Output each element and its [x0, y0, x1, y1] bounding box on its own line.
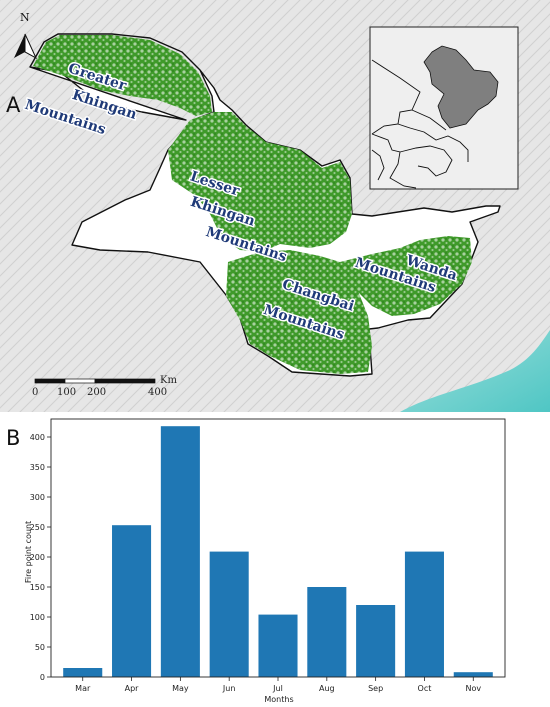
scale-tick-400: 400 [148, 387, 167, 398]
y-tick-label: 0 [40, 673, 45, 682]
bar-jun [209, 551, 249, 677]
north-arrow-icon [14, 34, 25, 58]
scale-tick-0: 0 [32, 387, 38, 398]
x-tick-label: Jul [272, 684, 283, 693]
panel-label-b: B [6, 426, 20, 450]
y-tick-label: 50 [35, 643, 45, 652]
x-axis-title: Months [264, 695, 293, 704]
inset-map [369, 26, 519, 190]
y-tick-label: 350 [30, 463, 45, 472]
y-tick-label: 200 [30, 553, 45, 562]
bar-oct [404, 551, 444, 677]
y-tick-label: 300 [30, 493, 45, 502]
scale-tick-200: 200 [87, 387, 106, 398]
y-tick-label: 100 [30, 613, 45, 622]
x-tick-label: Sep [368, 684, 383, 693]
x-tick-label: Aug [319, 684, 335, 693]
bar-sep [356, 605, 396, 677]
bar-aug [307, 587, 347, 677]
forest-changbai [226, 250, 372, 374]
x-tick-label: Apr [125, 684, 140, 693]
x-tick-label: Jun [222, 684, 236, 693]
scale-tick-100: 100 [57, 387, 76, 398]
x-tick-label: Mar [75, 684, 91, 693]
plot-frame [50, 418, 506, 678]
forest-cover [33, 35, 472, 374]
fire-count-bar-chart: B 0 50 100 150 200 250 300 350 400 Mar Apr May Jun Ju… [6, 418, 506, 704]
north-label: N [20, 11, 30, 24]
scale-bar: Km 0 100 200 400 [32, 375, 177, 398]
panel-label-a: A [6, 93, 21, 117]
y-tick-label: 400 [30, 433, 45, 442]
forest-lesser-khingan [168, 112, 352, 252]
scale-unit: Km [160, 375, 177, 386]
bar-apr [112, 525, 152, 677]
y-tick-label: 250 [30, 523, 45, 532]
x-tick-label: May [172, 684, 189, 693]
forest-wanda [340, 236, 472, 316]
bar-mar [63, 668, 103, 677]
x-tick-label: Nov [465, 684, 481, 693]
forest-greater-khingan [33, 35, 212, 116]
y-tick-label: 150 [30, 583, 45, 592]
study-area-map: Greater Khingan Mountains Lesser Khingan… [0, 0, 550, 412]
x-tick-label: Oct [418, 684, 432, 693]
bar-jul [258, 614, 298, 677]
north-arrow: N [14, 11, 38, 60]
sea-area [400, 330, 550, 412]
bar-may [160, 426, 200, 677]
plot-area: 0 50 100 150 200 250 300 350 400 Mar Apr May Jun Jul A… [30, 418, 506, 693]
inset-province-highlight [423, 45, 499, 129]
bar-nov [453, 672, 493, 677]
y-axis-title: Fire point count [24, 521, 33, 583]
